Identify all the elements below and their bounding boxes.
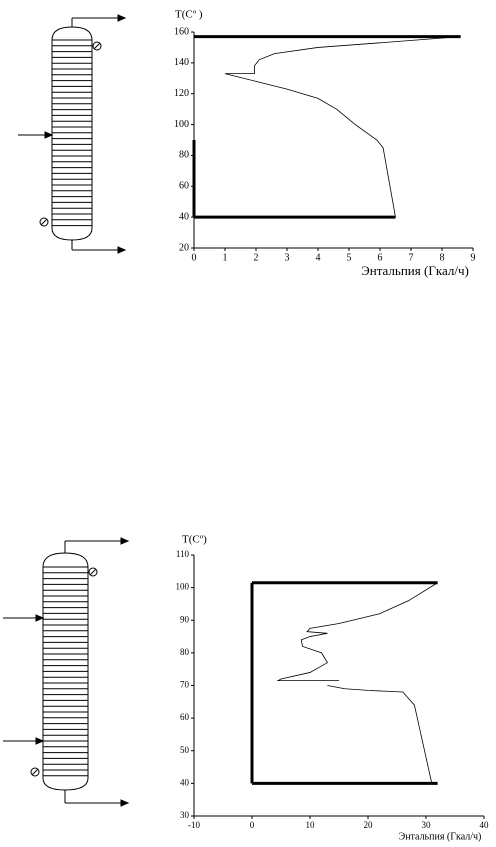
y-axis-title: T(Cº ) [175,9,203,21]
x-tick-label: 3 [285,252,290,263]
y-tick-label: 110 [176,549,190,559]
y-tick-label: 100 [176,582,190,592]
y-tick-label: 80 [179,150,189,161]
y-tick-label: 90 [180,614,190,624]
line-series [276,582,438,682]
x-tick-label: 20 [364,820,374,830]
y-tick-label: 70 [180,680,190,690]
x-tick-label: -10 [188,820,200,830]
y-tick-label: 50 [180,745,190,755]
column-diagram [3,14,130,807]
x-tick-label: 1 [223,252,228,263]
y-tick-label: 140 [174,57,189,68]
x-axis-title: Энтальпия (Гкал/ч) [361,263,469,278]
x-axis-title: Энтальпия (Гкал/ч) [399,831,482,842]
y-tick-label: 20 [179,242,189,253]
y-tick-label: 80 [180,647,190,657]
x-tick-label: 9 [471,252,476,263]
y-tick-label: 60 [179,181,189,192]
y-tick-label: 160 [174,26,189,37]
y-tick-label: 60 [180,712,190,722]
x-tick-label: 0 [192,252,197,263]
y-tick-label: 30 [180,810,190,820]
x-tick-label: 6 [378,252,383,263]
y-tick-label: 40 [179,211,189,222]
line-series [224,36,461,218]
y-axis-title: T(Cº) [182,534,207,546]
y-tick-label: 100 [174,119,189,130]
y-tick-label: 40 [180,777,190,787]
x-tick-label: 2 [254,252,259,263]
x-tick-label: 0 [250,820,255,830]
x-tick-label: 40 [480,820,490,830]
x-tick-label: 8 [440,252,445,263]
line-series [327,685,433,784]
x-tick-label: 5 [347,252,352,263]
x-tick-label: 4 [316,252,321,263]
y-tick-label: 120 [174,88,189,99]
x-tick-label: 10 [306,820,316,830]
x-tick-label: 30 [422,820,432,830]
x-tick-label: 7 [409,252,414,263]
